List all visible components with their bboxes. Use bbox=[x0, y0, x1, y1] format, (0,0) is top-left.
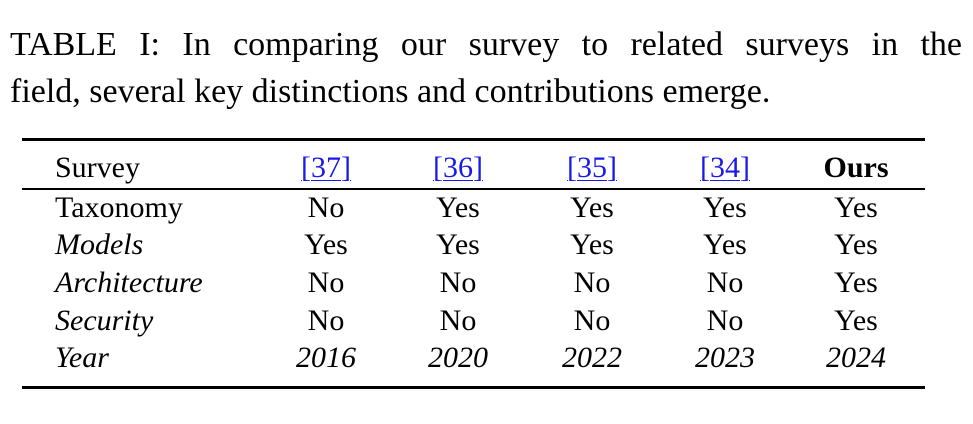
table-cell: 2022 bbox=[562, 341, 622, 374]
table-cell: Yes bbox=[304, 228, 348, 261]
citation-link[interactable]: [35] bbox=[567, 151, 617, 184]
table-cell: Yes bbox=[570, 228, 614, 261]
row-label: Architecture bbox=[55, 266, 203, 299]
row-label: Year bbox=[55, 341, 109, 374]
table-cell: No bbox=[706, 266, 744, 299]
table-cell: No bbox=[439, 266, 477, 299]
row-label: Models bbox=[55, 228, 144, 261]
table-cell: Yes bbox=[703, 228, 747, 261]
table-cell: Yes bbox=[834, 228, 878, 261]
table-cell: 2020 bbox=[428, 341, 488, 374]
table-cell: No bbox=[706, 304, 744, 337]
table-cell: Yes bbox=[570, 191, 614, 224]
table-cell: Yes bbox=[703, 191, 747, 224]
table-cell: Yes bbox=[436, 191, 480, 224]
row-label: Security bbox=[55, 304, 154, 337]
table-cell: Yes bbox=[834, 266, 878, 299]
table-cell: No bbox=[573, 304, 611, 337]
citation-link[interactable]: [37] bbox=[301, 151, 351, 184]
table-cell: Yes bbox=[834, 304, 878, 337]
table-cell: No bbox=[573, 266, 611, 299]
header-cell: Ours bbox=[823, 151, 889, 184]
table-cell: 2024 bbox=[826, 341, 886, 374]
header-cell: Survey bbox=[55, 151, 140, 184]
top-rule bbox=[22, 138, 925, 141]
caption-line: TABLE I: In comparing our survey to rela… bbox=[10, 26, 962, 63]
table-cell: No bbox=[307, 191, 345, 224]
table-cell: Yes bbox=[834, 191, 878, 224]
table-cell: No bbox=[307, 266, 345, 299]
row-label: Taxonomy bbox=[55, 191, 183, 224]
citation-link[interactable]: [36] bbox=[433, 151, 483, 184]
table-cell: 2016 bbox=[296, 341, 356, 374]
caption-line: field, several key distinctions and cont… bbox=[10, 73, 771, 110]
table-cell: No bbox=[307, 304, 345, 337]
table-cell: 2023 bbox=[695, 341, 755, 374]
mid-rule bbox=[22, 188, 925, 190]
citation-link[interactable]: [34] bbox=[700, 151, 750, 184]
table-cell: No bbox=[439, 304, 477, 337]
bottom-rule bbox=[22, 386, 925, 389]
table-cell: Yes bbox=[436, 228, 480, 261]
